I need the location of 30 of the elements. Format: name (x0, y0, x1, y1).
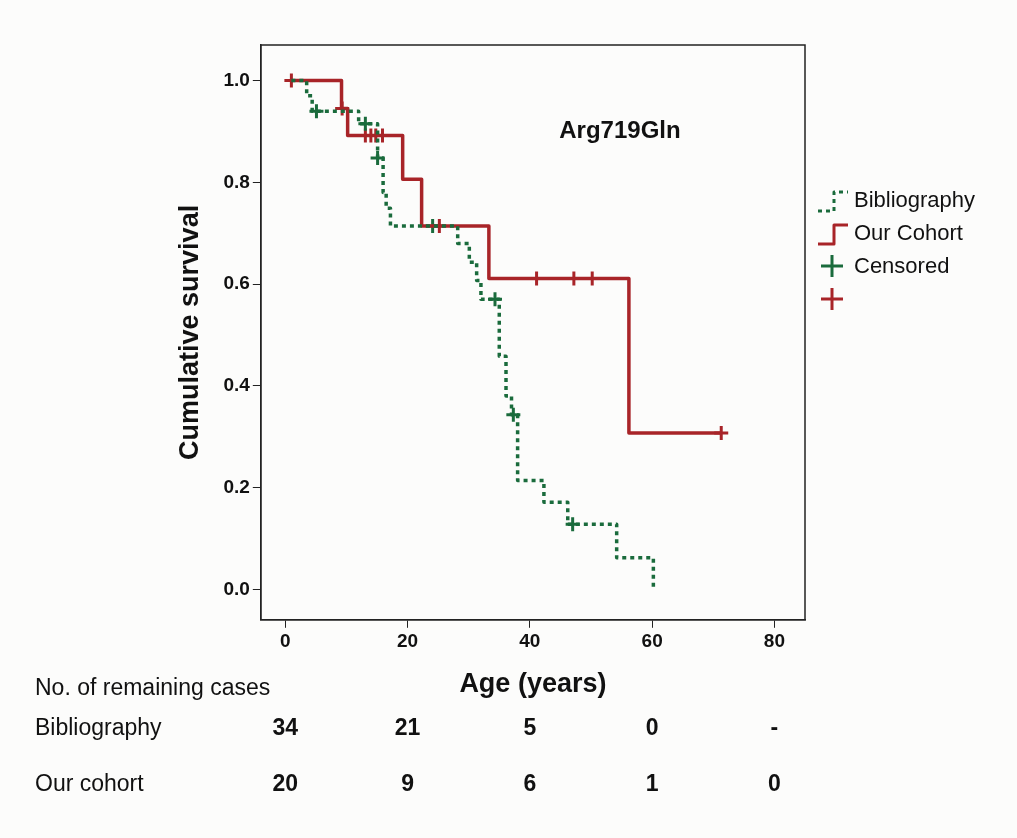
text: 9 (401, 770, 414, 797)
y-tick-label: 0.0 (223, 577, 250, 599)
y-tick-label: 0.2 (223, 475, 250, 497)
y-tick-label: 0.8 (223, 170, 250, 192)
legend-label: Our Cohort (854, 219, 963, 246)
text: - (770, 714, 779, 741)
text: Arg719Gln (559, 115, 681, 143)
legend-label: Bibliography (854, 186, 976, 213)
y-tick-label: 0.4 (223, 374, 251, 396)
text: Bibliography (35, 714, 162, 741)
text: 20 (272, 770, 299, 797)
text: 6 (523, 770, 537, 797)
text: Our cohort (35, 770, 144, 797)
y-axis-title: Cumulative survival (173, 204, 204, 460)
text: No. of remaining cases (35, 674, 271, 701)
x-tick-label: 20 (396, 630, 419, 652)
x-tick-label: 60 (641, 630, 663, 652)
legend-label: Censored (854, 252, 950, 279)
x-tick-label: 40 (519, 630, 541, 652)
x-tick-label: 80 (763, 630, 785, 652)
text: 21 (394, 714, 421, 741)
text: 34 (272, 714, 299, 741)
text: 1 (645, 770, 659, 797)
y-tick-label: 0.6 (223, 272, 250, 294)
text: 0 (645, 714, 659, 741)
y-tick-label: 1.0 (223, 68, 250, 90)
x-tick-label: 0 (279, 630, 291, 652)
x-axis-title: Age (years) (459, 668, 607, 699)
text: 0 (768, 770, 781, 797)
text: 5 (523, 714, 537, 741)
